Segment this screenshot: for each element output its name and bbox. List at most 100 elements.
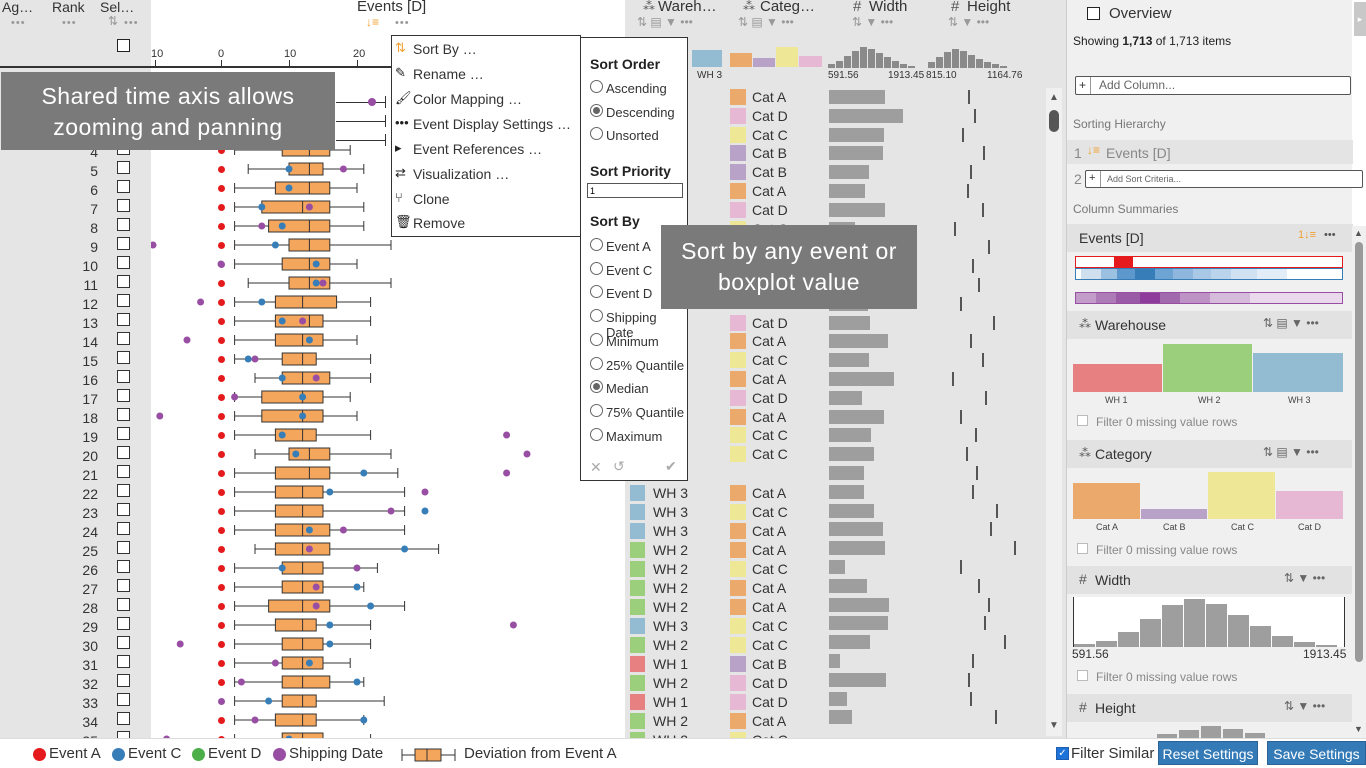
event-a-marker[interactable]: [218, 337, 225, 344]
row-select-checkbox[interactable]: [117, 408, 130, 421]
events-menu-icon[interactable]: •••: [395, 17, 410, 29]
event-boxplot[interactable]: [151, 541, 625, 557]
event-boxplot[interactable]: [151, 636, 625, 652]
radio-unsorted[interactable]: [590, 127, 603, 140]
selection-sort-icon[interactable]: ⇅: [108, 14, 119, 28]
menu-item-color-mapping[interactable]: 🖌 Color Mapping …: [395, 90, 522, 107]
event-a-marker[interactable]: [218, 603, 225, 610]
side-scroll-thumb[interactable]: [1355, 242, 1363, 662]
row-select-checkbox[interactable]: [117, 389, 130, 402]
summary-bar-cat-a[interactable]: [1073, 483, 1140, 519]
menu-item-visualization[interactable]: ⇄ Visualization …: [395, 165, 510, 182]
event-boxplot[interactable]: [151, 560, 625, 576]
menu-item-event-display-settings[interactable]: ••• Event Display Settings …: [395, 115, 571, 132]
event-boxplot[interactable]: [151, 275, 625, 291]
selection-menu-icon[interactable]: •••: [124, 17, 139, 29]
event-a-marker[interactable]: [218, 451, 225, 458]
filter-missing-checkbox[interactable]: [1077, 415, 1088, 426]
event-a-marker[interactable]: [218, 508, 225, 515]
event-boxplot[interactable]: [151, 218, 625, 234]
event-boxplot[interactable]: [151, 579, 625, 595]
shipping-date-marker[interactable]: [368, 98, 376, 106]
height-summary-tools[interactable]: ⇅ ▼ •••: [1284, 699, 1326, 713]
row-select-checkbox[interactable]: [117, 560, 130, 573]
confirm-check-icon[interactable]: ✔: [665, 458, 677, 474]
menu-item-event-references[interactable]: ▸ Event References …: [395, 140, 543, 157]
row-select-checkbox[interactable]: [117, 712, 130, 725]
sort-priority-input[interactable]: [587, 183, 683, 198]
row-select-checkbox[interactable]: [117, 655, 130, 668]
summary-width-header[interactable]: # Width ⇅ ▼ •••: [1067, 566, 1353, 594]
events-axis-line[interactable]: [151, 66, 625, 68]
event-a-marker[interactable]: [218, 299, 225, 306]
summary-category-header[interactable]: ⁂ Category ⇅ ▤ ▼ •••: [1067, 440, 1353, 468]
event-boxplot[interactable]: [151, 503, 625, 519]
event-a-marker[interactable]: [218, 679, 225, 686]
radio-sort-by-event-d[interactable]: [590, 285, 603, 299]
header-events[interactable]: Events [D]: [357, 0, 427, 15]
row-select-checkbox[interactable]: [117, 617, 130, 630]
reset-settings-button[interactable]: Reset Settings: [1158, 741, 1258, 765]
summary-bar-wh1[interactable]: [1073, 364, 1162, 392]
header-height[interactable]: Height: [967, 0, 1011, 15]
category-tools[interactable]: ⇅ ▤ ▼ •••: [738, 15, 794, 29]
row-select-checkbox[interactable]: [117, 332, 130, 345]
filter-missing-checkbox[interactable]: [1077, 543, 1088, 554]
row-select-checkbox[interactable]: [117, 503, 130, 516]
summary-warehouse-header[interactable]: ⁂ Warehouse ⇅ ▤ ▼ •••: [1067, 311, 1353, 339]
summary-bar-wh2[interactable]: [1163, 344, 1252, 392]
event-boxplot[interactable]: [151, 332, 625, 348]
row-select-checkbox[interactable]: [117, 256, 130, 269]
summary-height-header[interactable]: # Height ⇅ ▼ •••: [1067, 694, 1353, 722]
event-boxplot[interactable]: [151, 427, 625, 443]
event-a-marker[interactable]: [218, 147, 225, 154]
row-select-checkbox[interactable]: [117, 199, 130, 212]
radio-sort-by-shipping-date[interactable]: [590, 309, 603, 323]
overview-checkbox[interactable]: [1087, 7, 1100, 20]
add-sort-criteria-input[interactable]: + Add Sort Criteria...: [1085, 170, 1363, 188]
event-a-marker[interactable]: [218, 546, 225, 553]
event-a-marker[interactable]: [218, 394, 225, 401]
aggregate-menu-icon[interactable]: •••: [11, 17, 26, 29]
event-a-marker[interactable]: [218, 432, 225, 439]
menu-item-sort-by[interactable]: ⇅ Sort By …: [395, 40, 477, 57]
width-summary-tools[interactable]: ⇅ ▼ •••: [1284, 571, 1326, 585]
row-select-checkbox[interactable]: [117, 275, 130, 288]
radio-ascending[interactable]: [590, 80, 603, 93]
event-boxplot[interactable]: [151, 294, 625, 310]
event-a-marker[interactable]: [218, 527, 225, 534]
save-settings-button[interactable]: Save Settings: [1267, 741, 1366, 765]
row-select-checkbox[interactable]: [117, 598, 130, 611]
radio-sort-by-median[interactable]: [590, 380, 603, 394]
reset-icon[interactable]: ↺: [613, 458, 625, 474]
rank-menu-icon[interactable]: •••: [62, 17, 77, 29]
collapse-panel-tab[interactable]: ▸: [1354, 2, 1366, 36]
event-a-marker[interactable]: [218, 584, 225, 591]
event-boxplot[interactable]: [151, 370, 625, 386]
event-a-marker[interactable]: [218, 166, 225, 173]
row-select-checkbox[interactable]: [117, 541, 130, 554]
add-column-input[interactable]: + Add Column...: [1075, 76, 1351, 95]
event-boxplot[interactable]: [151, 180, 625, 196]
width-tools[interactable]: ⇅ ▼ •••: [852, 15, 894, 29]
radio-sort-by-75-quantile[interactable]: [590, 403, 603, 417]
select-all-checkbox[interactable]: [117, 39, 130, 52]
row-select-checkbox[interactable]: [117, 180, 130, 193]
event-boxplot[interactable]: [151, 484, 625, 500]
row-select-checkbox[interactable]: [117, 465, 130, 478]
event-a-marker[interactable]: [218, 660, 225, 667]
event-a-marker[interactable]: [218, 318, 225, 325]
event-a-marker[interactable]: [218, 356, 225, 363]
cancel-icon[interactable]: ✕: [590, 459, 602, 475]
event-a-marker[interactable]: [218, 280, 225, 287]
menu-item-rename[interactable]: ✎ Rename …: [395, 65, 484, 82]
header-rank[interactable]: Rank: [52, 0, 85, 15]
row-select-checkbox[interactable]: [117, 484, 130, 497]
row-select-checkbox[interactable]: [117, 237, 130, 250]
table-scroll-thumb[interactable]: [1049, 110, 1059, 132]
summary-bar-cat-b[interactable]: [1141, 509, 1207, 519]
event-a-marker[interactable]: [218, 622, 225, 629]
event-a-marker[interactable]: [218, 698, 225, 705]
summary-bar-cat-c[interactable]: [1208, 472, 1275, 519]
row-select-checkbox[interactable]: [117, 218, 130, 231]
